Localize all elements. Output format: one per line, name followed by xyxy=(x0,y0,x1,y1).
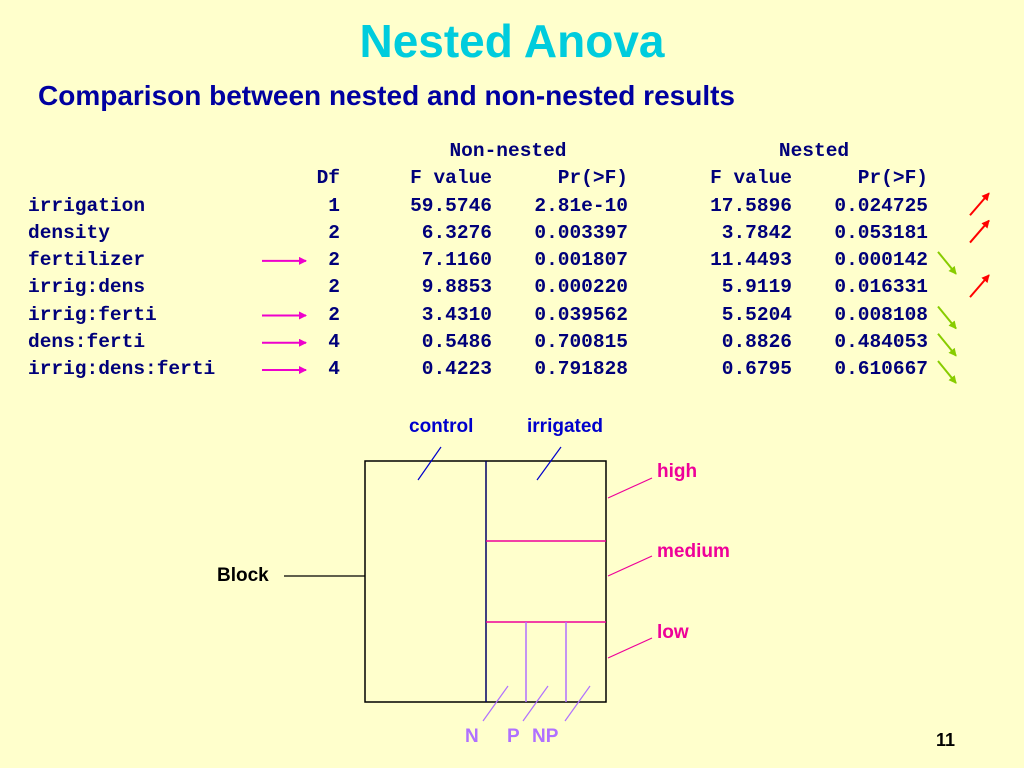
column-header-row: Df F value Pr(>F) F value Pr(>F) xyxy=(28,165,928,192)
n-leader xyxy=(482,685,509,722)
cell-df: 2 xyxy=(328,221,340,244)
cell-df: 4 xyxy=(328,331,340,354)
header-df: Df xyxy=(316,167,340,190)
cell-p2: 0.610667 xyxy=(834,358,928,381)
high-leader xyxy=(607,477,653,499)
cell-f1: 9.8853 xyxy=(421,276,492,299)
cell-f1: 3.4310 xyxy=(421,303,492,326)
cell-df: 4 xyxy=(328,358,340,381)
table-row: irrig:dens:ferti 4 0.4223 0.791828 0.6795 0.6… xyxy=(28,356,928,383)
header-pr-nested: Pr(>F) xyxy=(857,167,928,190)
high-label: high xyxy=(657,461,698,482)
n-label: N xyxy=(465,726,479,747)
arrow-down-icon xyxy=(937,251,957,275)
cell-p2: 0.016331 xyxy=(834,276,928,299)
cell-term: irrig:ferti xyxy=(28,303,157,326)
arrow-up-icon xyxy=(969,192,990,216)
cell-term: fertilizer xyxy=(28,249,146,272)
cell-p1: 0.001807 xyxy=(534,249,628,272)
np-leader xyxy=(564,685,591,722)
header-non-nested: Non-nested xyxy=(449,140,567,162)
cell-df: 2 xyxy=(328,249,340,272)
slide-subtitle: Comparison between nested and non-nested… xyxy=(38,80,736,111)
cell-f2: 0.8826 xyxy=(721,331,792,354)
irrigated-label: irrigated xyxy=(527,416,604,437)
arrow-up-icon xyxy=(969,219,990,244)
table-row: density 2 6.3276 0.003397 3.7842 0.053181 xyxy=(28,220,928,247)
cell-p1: 0.003397 xyxy=(534,221,628,244)
cell-term: dens:ferti xyxy=(28,331,146,354)
cell-df: 1 xyxy=(328,194,340,217)
control-label: control xyxy=(409,416,474,437)
cell-f2: 5.5204 xyxy=(721,303,792,326)
header-f-value-non-nested: F value xyxy=(410,167,492,190)
arrow-down-icon xyxy=(937,360,957,384)
np-label: NP xyxy=(532,726,559,747)
table-row: dens:ferti 4 0.5486 0.700815 0.8826 0.484053 xyxy=(28,329,928,356)
cell-f2: 11.4493 xyxy=(710,249,792,272)
cell-f1: 6.3276 xyxy=(421,221,492,244)
cell-f1: 0.4223 xyxy=(421,358,492,381)
table-row: fertilizer 2 7.1160 0.001807 11.4493 0.000142 xyxy=(28,247,928,274)
cell-f2: 0.6795 xyxy=(721,358,792,381)
low-label: low xyxy=(657,622,689,643)
medium-label: medium xyxy=(657,541,730,562)
group-header-row: Non-nested Nested xyxy=(28,138,849,165)
header-pr-non-nested: Pr(>F) xyxy=(557,167,628,190)
arrow-up-icon xyxy=(969,274,990,298)
p-leader xyxy=(522,685,549,722)
medium-leader xyxy=(607,555,653,577)
cell-p1: 0.000220 xyxy=(534,276,628,299)
table-row: irrig:ferti 2 3.4310 0.039562 5.5204 0.008108 xyxy=(28,302,928,329)
cell-term: density xyxy=(28,221,110,244)
cell-f1: 59.5746 xyxy=(410,194,492,217)
cell-df: 2 xyxy=(328,303,340,326)
cell-f1: 0.5486 xyxy=(421,331,492,354)
cell-f1: 7.1160 xyxy=(421,249,492,272)
irrigated-leader xyxy=(536,446,562,481)
block-label: Block xyxy=(217,565,269,586)
cell-p2: 0.008108 xyxy=(834,303,928,326)
cell-term: irrigation xyxy=(28,194,146,217)
table-row: irrig:dens 2 9.8853 0.000220 5.9119 0.016331 xyxy=(28,274,928,301)
cell-term: irrig:dens:ferti xyxy=(28,358,216,381)
arrow-down-icon xyxy=(937,305,957,330)
cell-p1: 0.039562 xyxy=(534,303,628,326)
cell-p1: 2.81e-10 xyxy=(534,194,628,217)
cell-f2: 5.9119 xyxy=(721,276,792,299)
cell-p1: 0.791828 xyxy=(534,358,628,381)
slide-title: Nested Anova xyxy=(359,15,665,67)
cell-f2: 3.7842 xyxy=(721,221,792,244)
table-row: irrigation 1 59.5746 2.81e-10 17.5896 0.02472… xyxy=(28,193,928,220)
cell-term: irrig:dens xyxy=(28,276,146,299)
cell-p2: 0.000142 xyxy=(834,249,928,272)
control-leader xyxy=(417,446,442,481)
header-nested: Nested xyxy=(778,140,850,162)
cell-df: 2 xyxy=(328,276,340,299)
header-f-value-nested: F value xyxy=(710,167,792,190)
page-number: 11 xyxy=(936,730,956,750)
low-leader xyxy=(607,637,653,659)
cell-p2: 0.053181 xyxy=(834,221,928,244)
cell-p2: 0.484053 xyxy=(834,331,928,354)
arrow-layer xyxy=(262,192,990,384)
cell-p1: 0.700815 xyxy=(534,331,628,354)
arrow-down-icon xyxy=(937,333,957,357)
p-label: P xyxy=(507,726,520,747)
cell-p2: 0.024725 xyxy=(834,194,928,217)
table-body: irrigation 1 59.5746 2.81e-10 17.5896 0.02472… xyxy=(28,193,928,384)
cell-f2: 17.5896 xyxy=(710,194,792,217)
anova-table: Non-nested Nested Df F value Pr(>F) F va… xyxy=(28,138,928,384)
